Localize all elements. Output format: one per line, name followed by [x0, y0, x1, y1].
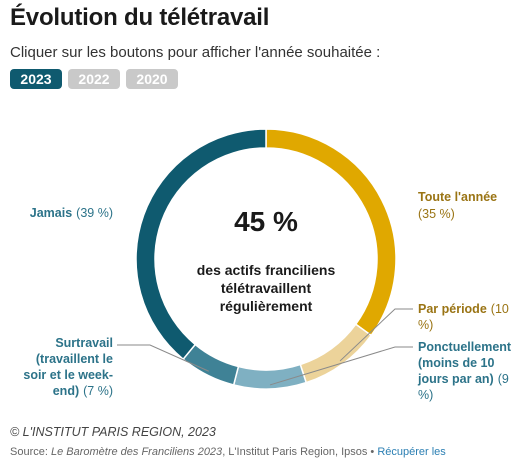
- year-button-2022[interactable]: 2022: [68, 69, 120, 89]
- label-ponctuellement-value: (9: [498, 372, 509, 386]
- source-line: Source: Le Baromètre des Franciliens 202…: [10, 446, 446, 458]
- slice-par-periode[interactable]: [299, 323, 373, 384]
- source-rest: , L'Institut Paris Region, Ipsos: [222, 446, 368, 458]
- svg-text:Par période(10: Par période (10: [418, 302, 509, 316]
- donut-chart: 45 % des actifs franciliens télétravaill…: [23, 128, 512, 402]
- label-ponctuellement-line-1: Ponctuellement: [418, 340, 512, 354]
- label-par-periode: Par période (10 %): [418, 302, 509, 332]
- label-jamais-name: Jamais: [30, 206, 72, 220]
- chart-title: Évolution du télétravail: [10, 4, 270, 31]
- label-toute-l-annee: Toute l'année (35 %): [418, 190, 497, 221]
- credit-line: © L'INSTITUT PARIS REGION, 2023: [10, 425, 216, 439]
- leader-line-ponctuellement: [269, 346, 413, 386]
- center-text-line-3: régulièrement: [220, 298, 313, 314]
- label-par-periode-value-end: %): [418, 318, 433, 332]
- source-prefix: Source:: [10, 446, 51, 458]
- label-jamais: Jamais (39 %): [30, 206, 113, 220]
- center-text-line-2: télétravaillent: [221, 280, 312, 296]
- chart-subtitle: Cliquer sur les boutons pour afficher l'…: [10, 44, 381, 61]
- label-surtravail-value: (7 %): [83, 384, 113, 398]
- source-title: Le Baromètre des Franciliens 2023: [50, 446, 223, 458]
- label-ponctuellement-value-end: %): [418, 388, 433, 402]
- download-data-link[interactable]: Récupérer les: [377, 446, 446, 458]
- label-ponctuellement: Ponctuellement (moins de 10 jours par an…: [417, 340, 512, 402]
- label-surtravail-line-2: (travaillent le: [36, 352, 113, 366]
- label-ponctuellement-line-2: (moins de 10: [418, 356, 494, 370]
- center-value: 45 %: [234, 206, 298, 237]
- label-jamais-value: (39 %): [76, 206, 113, 220]
- label-surtravail-line-1: Surtravail: [55, 336, 113, 350]
- label-surtravail-line-3: soir et le week-: [23, 368, 113, 382]
- year-button-2023[interactable]: 2023: [10, 69, 62, 89]
- label-par-periode-name: Par période: [418, 302, 487, 316]
- label-toute-l-annee-name: Toute l'année: [418, 190, 497, 204]
- svg-text:end)(7 %): end) (7 %): [53, 384, 113, 398]
- svg-text:jours par an)(9: jours par an) (9: [417, 372, 509, 386]
- leader-line-surtravail: [117, 344, 210, 372]
- year-selector: 2023 2022 2020: [10, 69, 178, 89]
- slice-jamais[interactable]: [135, 128, 267, 361]
- leader-line-par-periode: [339, 308, 413, 362]
- label-par-periode-value: (10: [491, 302, 509, 316]
- slice-surtravail[interactable]: [182, 343, 240, 386]
- source-separator: •: [367, 446, 378, 458]
- label-toute-l-annee-value: (35 %): [418, 207, 455, 221]
- label-surtravail-line-4: end): [53, 384, 79, 398]
- svg-text:Jamais(39 %): Jamais (39 %): [30, 206, 113, 220]
- year-button-2020[interactable]: 2020: [126, 69, 178, 89]
- label-surtravail: Surtravail (travaillent le soir et le we…: [23, 336, 113, 398]
- center-text-line-1: des actifs franciliens: [197, 262, 336, 278]
- label-ponctuellement-line-3: jours par an): [417, 372, 494, 386]
